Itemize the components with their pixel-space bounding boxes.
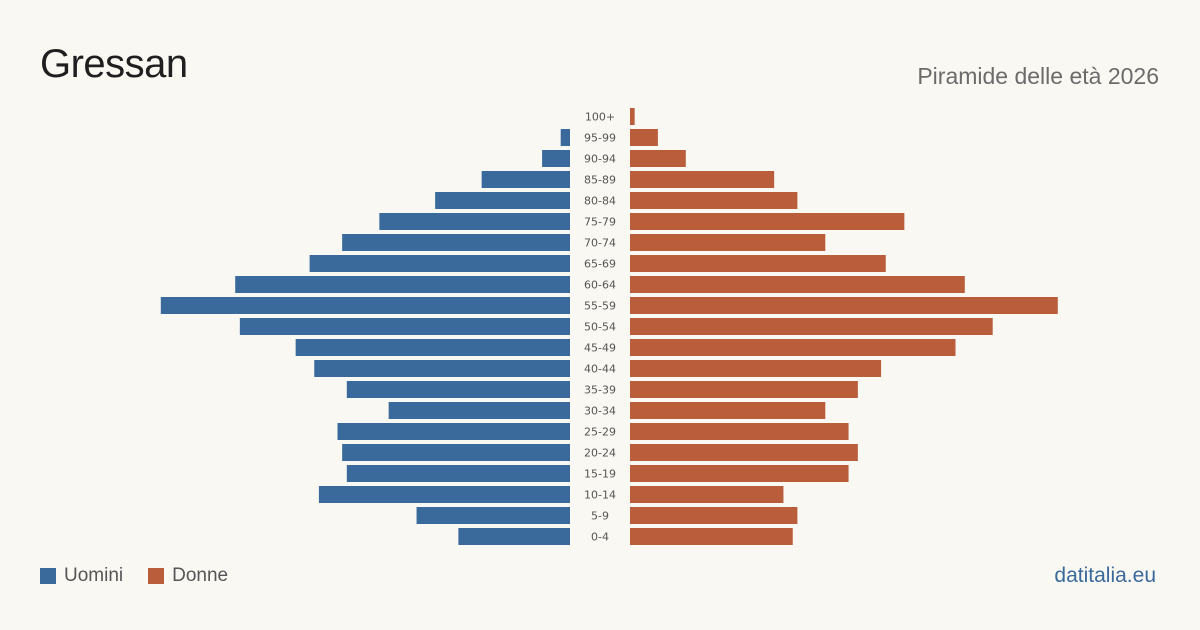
- bar-women-40-44: [630, 360, 882, 377]
- age-label-35-39: 35-39: [584, 384, 616, 397]
- bar-women-50-54: [630, 318, 993, 335]
- bar-women-95-99: [630, 129, 658, 146]
- bar-women-15-19: [630, 465, 849, 482]
- legend-swatch-women: [148, 568, 165, 584]
- age-label-75-79: 75-79: [584, 216, 616, 229]
- age-label-30-34: 30-34: [584, 405, 616, 418]
- age-label-5-9: 5-9: [591, 510, 609, 523]
- bar-men-25-29: [337, 423, 570, 440]
- age-label-40-44: 40-44: [584, 363, 616, 376]
- bar-women-0-4: [630, 528, 793, 545]
- age-label-55-59: 55-59: [584, 300, 616, 313]
- age-label-10-14: 10-14: [584, 489, 616, 502]
- bar-women-65-69: [630, 255, 886, 272]
- bar-men-30-34: [388, 402, 570, 419]
- bar-women-85-89: [630, 171, 775, 188]
- bar-men-95-99: [560, 129, 570, 146]
- bar-men-20-24: [342, 444, 570, 461]
- age-label-90-94: 90-94: [584, 153, 616, 166]
- bar-men-90-94: [542, 150, 570, 167]
- bar-men-50-54: [239, 318, 570, 335]
- age-label-70-74: 70-74: [584, 237, 616, 250]
- bar-women-35-39: [630, 381, 858, 398]
- age-label-85-89: 85-89: [584, 174, 616, 187]
- bar-men-70-74: [342, 234, 570, 251]
- bar-women-70-74: [630, 234, 826, 251]
- bar-men-75-79: [379, 213, 570, 230]
- bar-women-10-14: [630, 486, 784, 503]
- bar-women-5-9: [630, 507, 798, 524]
- age-label-60-64: 60-64: [584, 279, 616, 292]
- bar-women-45-49: [630, 339, 956, 356]
- bar-men-10-14: [318, 486, 570, 503]
- age-label-25-29: 25-29: [584, 426, 616, 439]
- chart-legend: Uomini Donne: [40, 565, 253, 587]
- bar-men-5-9: [416, 507, 570, 524]
- chart-subtitle: Piramide delle età 2026: [917, 63, 1159, 89]
- bar-women-30-34: [630, 402, 826, 419]
- bar-men-35-39: [346, 381, 570, 398]
- age-label-15-19: 15-19: [584, 468, 616, 481]
- chart-title: Gressan: [40, 42, 188, 86]
- bar-women-90-94: [630, 150, 686, 167]
- bar-men-65-69: [309, 255, 570, 272]
- bar-women-25-29: [630, 423, 849, 440]
- bar-men-60-64: [235, 276, 570, 293]
- bar-men-40-44: [314, 360, 570, 377]
- bar-women-55-59: [630, 297, 1058, 314]
- age-label-20-24: 20-24: [584, 447, 616, 460]
- bar-men-80-84: [435, 192, 570, 209]
- legend-label-men: Uomini: [64, 565, 124, 586]
- age-label-0-4: 0-4: [591, 531, 609, 544]
- bar-women-80-84: [630, 192, 798, 209]
- bar-men-0-4: [458, 528, 570, 545]
- age-label-95-99: 95-99: [584, 132, 616, 145]
- site-link[interactable]: datitalia.eu: [1054, 564, 1156, 587]
- bar-men-15-19: [346, 465, 570, 482]
- age-label-45-49: 45-49: [584, 342, 616, 355]
- bar-women-75-79: [630, 213, 905, 230]
- age-label-50-54: 50-54: [584, 321, 616, 334]
- bar-women-60-64: [630, 276, 965, 293]
- legend-swatch-men: [40, 568, 56, 584]
- bar-men-85-89: [481, 171, 570, 188]
- age-label-80-84: 80-84: [584, 195, 616, 208]
- bar-men-55-59: [160, 297, 571, 314]
- age-label-100+: 100+: [585, 111, 615, 124]
- bar-women-100+: [630, 108, 635, 125]
- legend-item-men: Uomini: [40, 565, 123, 587]
- bar-men-45-49: [295, 339, 570, 356]
- legend-item-women: Donne: [148, 565, 228, 587]
- age-label-65-69: 65-69: [584, 258, 616, 271]
- bar-women-20-24: [630, 444, 858, 461]
- legend-label-women: Donne: [172, 565, 229, 586]
